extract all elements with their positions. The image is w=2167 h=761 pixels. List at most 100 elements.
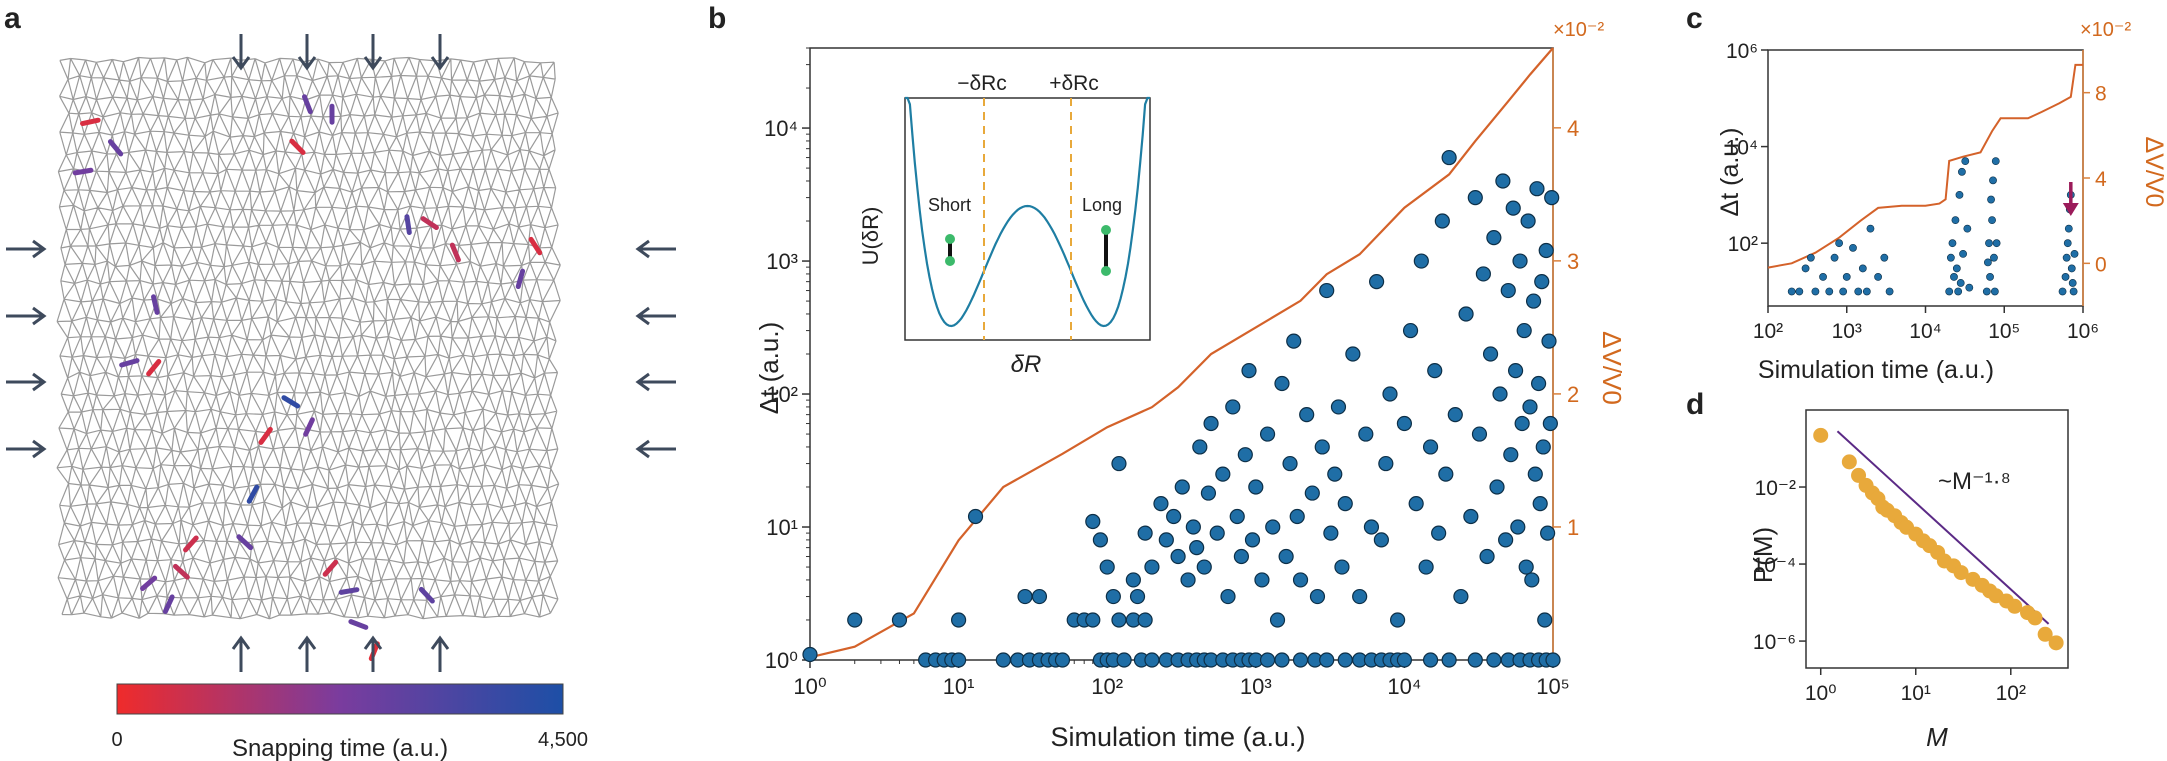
data-point (1441, 149, 1457, 166)
data-point (1396, 415, 1413, 432)
data-point (1954, 287, 1963, 296)
snapped-bond (281, 395, 301, 409)
data-point (1233, 548, 1249, 565)
data-point (1530, 375, 1547, 392)
colorbar (116, 683, 564, 715)
data-point (2048, 635, 2064, 651)
data-point (2062, 253, 2071, 262)
inset-short-label: Short (928, 195, 971, 215)
data-point (1529, 181, 1545, 197)
y2-tick-label: 4 (2095, 168, 2107, 191)
y2-tick-label: 4 (1567, 116, 1579, 141)
colorbar-max-label: 4,500 (538, 729, 588, 751)
arrow-head (32, 306, 47, 326)
inset-xlabel: δR (1011, 351, 1042, 378)
compression-arrow (297, 34, 317, 71)
data-point (1319, 652, 1335, 668)
y2-tick-label: 3 (1567, 249, 1579, 274)
data-point (1337, 495, 1353, 512)
data-point (1991, 157, 2000, 166)
inset-frame (904, 97, 1151, 341)
snapped-bond (246, 484, 260, 504)
data-point (1518, 559, 1534, 575)
data-point (1946, 253, 1955, 262)
data-point (1402, 322, 1419, 339)
arrow-head (32, 239, 47, 259)
double-well-curve (905, 96, 1150, 328)
panel-c-label: c (1686, 2, 1703, 35)
data-point (1092, 532, 1109, 548)
data-point (2067, 264, 2076, 273)
data-point (1839, 287, 1848, 296)
data-point (1418, 559, 1434, 575)
y2-tick-label: 2 (1567, 382, 1579, 407)
inset-minus-label: −δRc (957, 72, 1007, 95)
short-bond-node (945, 256, 955, 266)
y-tick-label: 10⁰ (765, 648, 798, 673)
data-point (1180, 572, 1196, 588)
panel-a-label: a (4, 2, 21, 35)
panel-b-label: b (708, 2, 726, 35)
data-point (1520, 213, 1536, 229)
data-point (2037, 626, 2053, 642)
data-point (1537, 612, 1553, 628)
data-point (1453, 588, 1469, 605)
data-point (1945, 287, 1954, 296)
data-point (2070, 249, 2079, 258)
data-point (1422, 652, 1439, 668)
data-point (1031, 588, 1048, 605)
compression-arrow (6, 439, 47, 459)
data-point (1327, 466, 1343, 482)
x-tick-label: 10⁴ (1909, 320, 1941, 343)
data-point (1989, 176, 1997, 185)
data-point (1382, 386, 1398, 402)
data-point (1166, 508, 1182, 525)
data-point (1525, 293, 1542, 309)
data-point (1144, 559, 1160, 575)
data-point (1858, 264, 1867, 273)
data-point (1278, 548, 1294, 565)
data-point (1174, 479, 1190, 495)
long-bond-node (1101, 225, 1111, 235)
compression-arrow (363, 34, 383, 71)
compression-arrow (6, 372, 47, 392)
data-point (1813, 427, 1829, 443)
inset-ylabel: U(δR) (858, 207, 883, 266)
data-point (1819, 273, 1827, 281)
snapped-bond (301, 94, 313, 115)
data-point (1358, 426, 1374, 442)
data-point (1961, 157, 1970, 166)
y-tick-label: 10⁻² (1755, 477, 1796, 500)
data-point (1512, 253, 1528, 269)
data-point (1330, 399, 1347, 415)
data-point (1390, 612, 1406, 628)
data-point (1986, 273, 1994, 281)
x-tick-label: 10⁵ (1988, 320, 2020, 343)
compression-arrow (635, 306, 676, 326)
x-tick-label: 10³ (1832, 320, 1862, 343)
x-tick-label: 10⁰ (1805, 682, 1837, 705)
x-tick-label: 10³ (1240, 674, 1272, 699)
data-point (1507, 363, 1524, 379)
data-point (1467, 652, 1483, 668)
snapped-bond (119, 358, 140, 368)
data-point (1544, 189, 1560, 206)
compression-arrow (363, 635, 383, 672)
data-point (1144, 652, 1160, 668)
data-point (1545, 652, 1561, 668)
data-point (1495, 173, 1511, 189)
panel-d-xlabel: M (1926, 722, 1948, 752)
data-point (1862, 287, 1871, 296)
data-point (1540, 525, 1556, 541)
data-point (1955, 190, 1964, 199)
compression-arrow (430, 34, 450, 71)
data-point (1054, 652, 1071, 668)
data-point (1105, 588, 1121, 605)
data-point (1413, 253, 1429, 269)
data-point (1534, 274, 1550, 290)
data-point (1220, 588, 1236, 605)
data-point (1085, 612, 1101, 628)
x-tick-label: 10² (1753, 320, 1783, 343)
arrow-head (635, 372, 650, 392)
snapped-bond (107, 139, 124, 157)
